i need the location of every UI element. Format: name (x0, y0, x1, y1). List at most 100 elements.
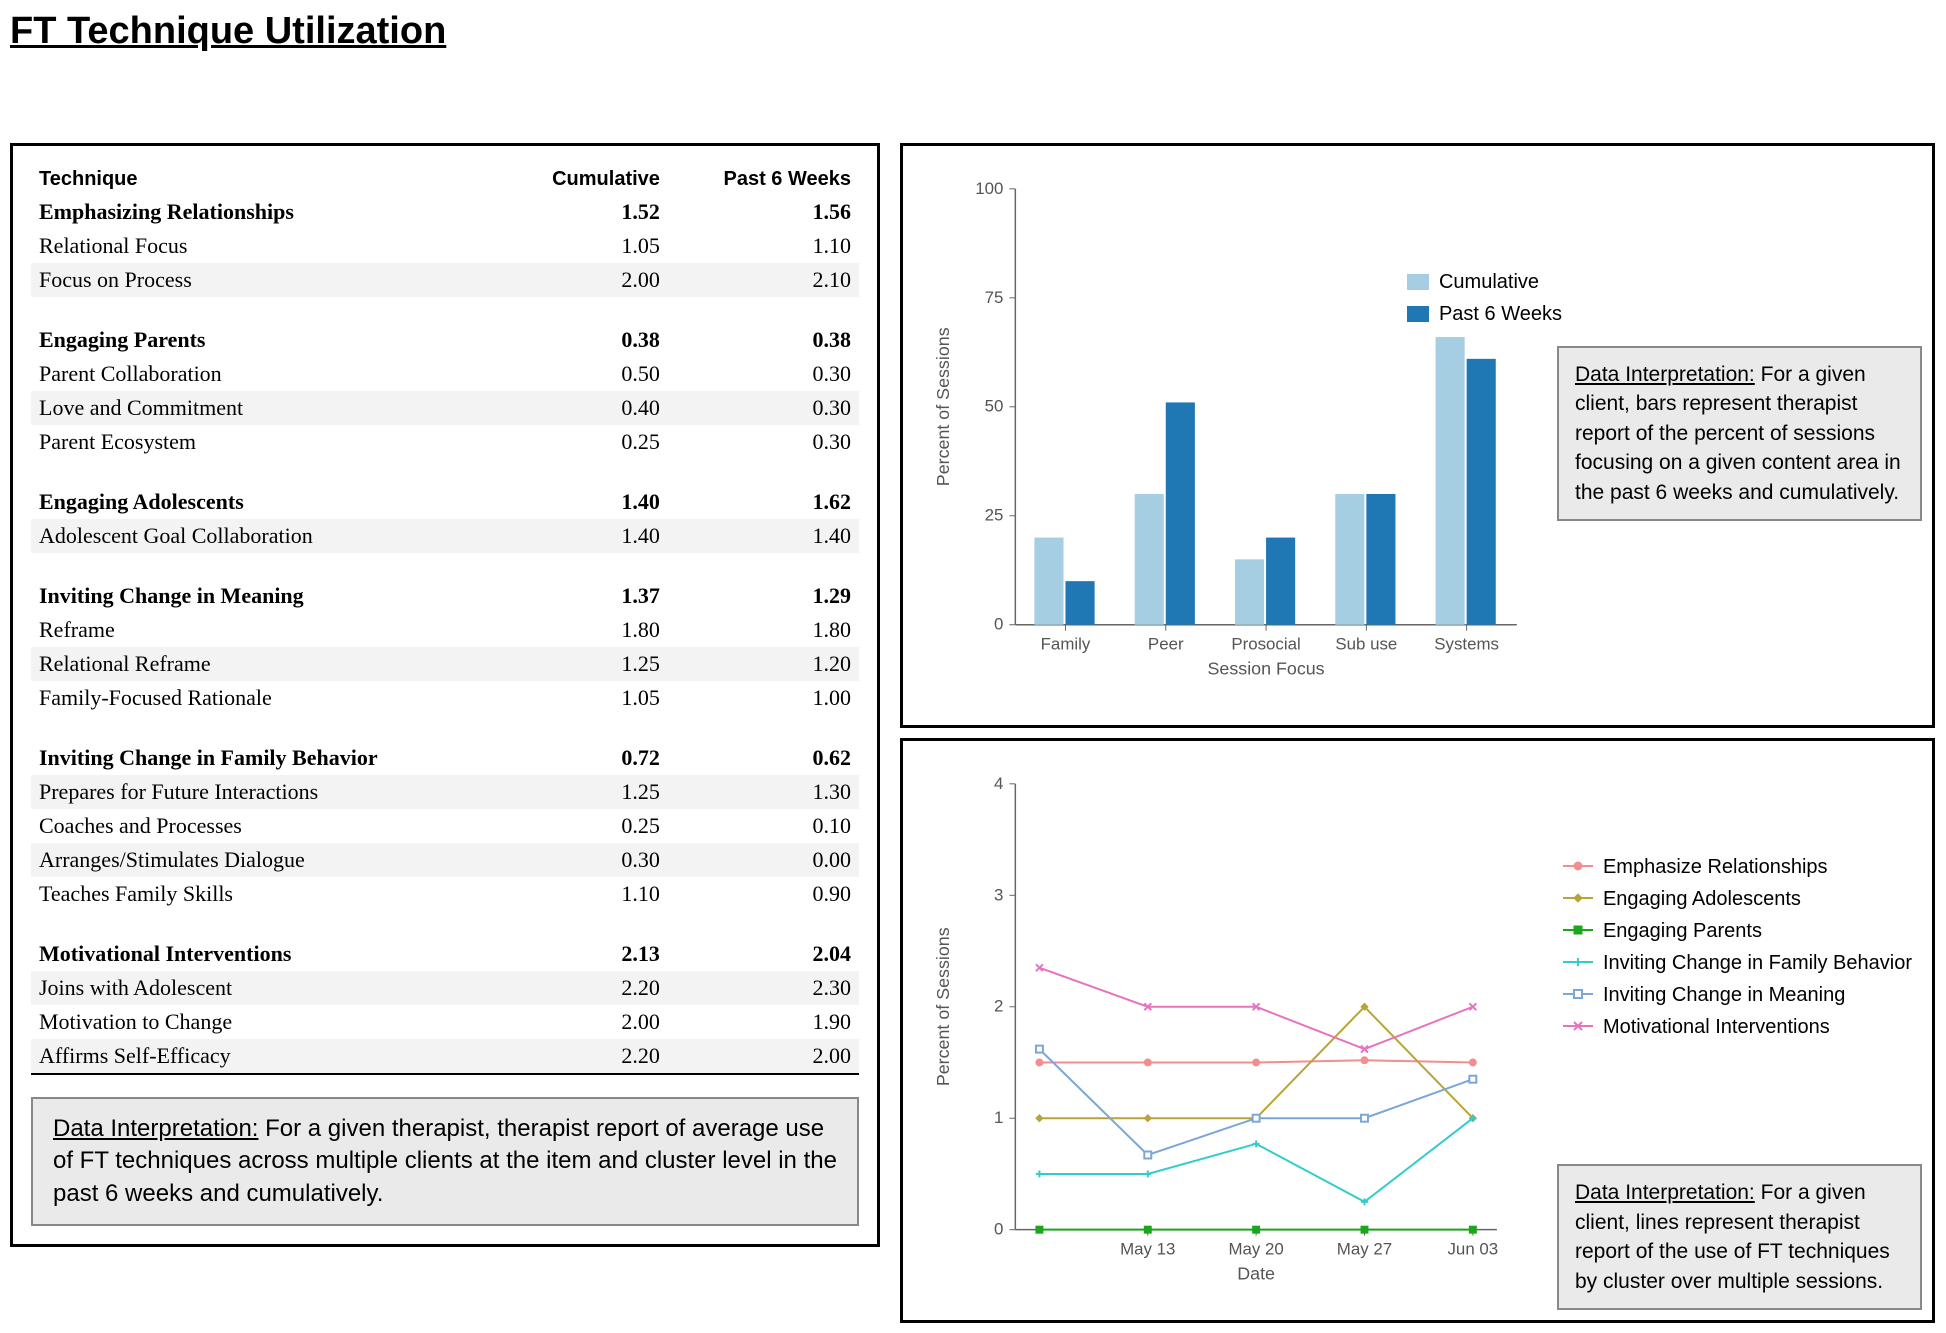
item-name: Reframe (31, 613, 503, 647)
item-p6: 0.00 (668, 843, 859, 877)
legend-swatch (1563, 1011, 1593, 1043)
item-cum: 0.50 (503, 357, 668, 391)
group-p6: 2.04 (668, 937, 859, 971)
group-p6: 0.38 (668, 323, 859, 357)
item-cum: 1.25 (503, 775, 668, 809)
line-chart-panel: 0 1 2 3 4 Percent of Sessions May 13 May 20 May … (900, 738, 1935, 1323)
legend-label: Past 6 Weeks (1439, 298, 1562, 330)
group-name: Engaging Parents (31, 323, 503, 357)
legend-swatch (1407, 306, 1429, 322)
svg-text:3: 3 (994, 885, 1003, 904)
item-p6: 1.00 (668, 681, 859, 715)
legend-swatch (1563, 979, 1593, 1011)
item-cum: 2.20 (503, 1039, 668, 1074)
item-p6: 0.30 (668, 357, 859, 391)
svg-text:1: 1 (994, 1108, 1003, 1127)
svg-text:100: 100 (975, 179, 1003, 198)
technique-table: Technique Cumulative Past 6 Weeks Emphas… (31, 164, 859, 1075)
item-p6: 2.10 (668, 263, 859, 297)
line-legend: Emphasize RelationshipsEngaging Adolesce… (1563, 851, 1912, 1043)
legend-item: Inviting Change in Meaning (1563, 979, 1912, 1011)
legend-item: Motivational Interventions (1563, 1011, 1912, 1043)
group-cum: 1.52 (503, 195, 668, 229)
item-name: Love and Commitment (31, 391, 503, 425)
svg-text:50: 50 (985, 397, 1004, 416)
svg-text:Prosocial: Prosocial (1231, 635, 1300, 654)
group-cum: 1.40 (503, 485, 668, 519)
item-cum: 1.10 (503, 877, 668, 911)
bar-chart-panel: 0255075100Percent of SessionsFamilyPeerP… (900, 143, 1935, 728)
svg-text:Sub use: Sub use (1335, 635, 1397, 654)
item-p6: 2.30 (668, 971, 859, 1005)
interp-heading: Data Interpretation: (1575, 1181, 1755, 1204)
group-p6: 1.62 (668, 485, 859, 519)
item-cum: 1.40 (503, 519, 668, 553)
svg-text:Jun 03: Jun 03 (1448, 1240, 1499, 1259)
legend-label: Engaging Adolescents (1603, 883, 1801, 915)
interp-heading: Data Interpretation: (1575, 363, 1755, 386)
svg-text:75: 75 (985, 288, 1004, 307)
item-p6: 1.90 (668, 1005, 859, 1039)
svg-text:Session Focus: Session Focus (1207, 658, 1324, 678)
group-name: Motivational Interventions (31, 937, 503, 971)
item-p6: 1.10 (668, 229, 859, 263)
item-name: Motivation to Change (31, 1005, 503, 1039)
group-cum: 0.38 (503, 323, 668, 357)
svg-text:May 13: May 13 (1120, 1240, 1175, 1259)
item-cum: 2.20 (503, 971, 668, 1005)
svg-text:Date: Date (1237, 1263, 1275, 1283)
line-interpretation: Data Interpretation: For a given client,… (1557, 1164, 1922, 1310)
item-cum: 0.30 (503, 843, 668, 877)
svg-text:May 27: May 27 (1337, 1240, 1392, 1259)
legend-item: Inviting Change in Family Behavior (1563, 947, 1912, 979)
bar-legend: CumulativePast 6 Weeks (1407, 266, 1562, 330)
legend-swatch (1407, 274, 1429, 290)
svg-text:Percent of Sessions: Percent of Sessions (933, 927, 953, 1086)
item-name: Affirms Self-Efficacy (31, 1039, 503, 1074)
group-cum: 1.37 (503, 579, 668, 613)
item-p6: 1.20 (668, 647, 859, 681)
svg-text:May 20: May 20 (1228, 1240, 1283, 1259)
item-name: Prepares for Future Interactions (31, 775, 503, 809)
svg-text:2: 2 (994, 997, 1003, 1016)
item-cum: 0.40 (503, 391, 668, 425)
group-name: Engaging Adolescents (31, 485, 503, 519)
legend-swatch (1563, 851, 1593, 883)
legend-swatch (1563, 915, 1593, 947)
group-cum: 0.72 (503, 741, 668, 775)
svg-text:0: 0 (994, 1220, 1003, 1239)
svg-text:Percent of Sessions: Percent of Sessions (933, 327, 953, 486)
item-name: Relational Reframe (31, 647, 503, 681)
item-name: Focus on Process (31, 263, 503, 297)
item-name: Relational Focus (31, 229, 503, 263)
legend-label: Motivational Interventions (1603, 1011, 1830, 1043)
legend-item: Engaging Parents (1563, 915, 1912, 947)
group-p6: 0.62 (668, 741, 859, 775)
item-cum: 1.25 (503, 647, 668, 681)
item-cum: 2.00 (503, 1005, 668, 1039)
item-cum: 2.00 (503, 263, 668, 297)
group-cum: 2.13 (503, 937, 668, 971)
item-name: Joins with Adolescent (31, 971, 503, 1005)
item-name: Coaches and Processes (31, 809, 503, 843)
legend-item: Engaging Adolescents (1563, 883, 1912, 915)
item-p6: 1.80 (668, 613, 859, 647)
legend-label: Engaging Parents (1603, 915, 1762, 947)
item-cum: 1.05 (503, 681, 668, 715)
bar-interpretation: Data Interpretation: For a given client,… (1557, 346, 1922, 521)
table-interpretation: Data Interpretation: For a given therapi… (31, 1097, 859, 1226)
svg-text:4: 4 (994, 774, 1003, 793)
item-name: Family-Focused Rationale (31, 681, 503, 715)
col-cumulative: Cumulative (503, 164, 668, 195)
group-name: Inviting Change in Meaning (31, 579, 503, 613)
item-cum: 1.80 (503, 613, 668, 647)
legend-label: Cumulative (1439, 266, 1539, 298)
item-p6: 0.10 (668, 809, 859, 843)
item-p6: 1.30 (668, 775, 859, 809)
item-p6: 0.30 (668, 391, 859, 425)
svg-text:25: 25 (985, 506, 1004, 525)
group-p6: 1.29 (668, 579, 859, 613)
legend-swatch (1563, 883, 1593, 915)
legend-label: Inviting Change in Family Behavior (1603, 947, 1912, 979)
item-name: Adolescent Goal Collaboration (31, 519, 503, 553)
